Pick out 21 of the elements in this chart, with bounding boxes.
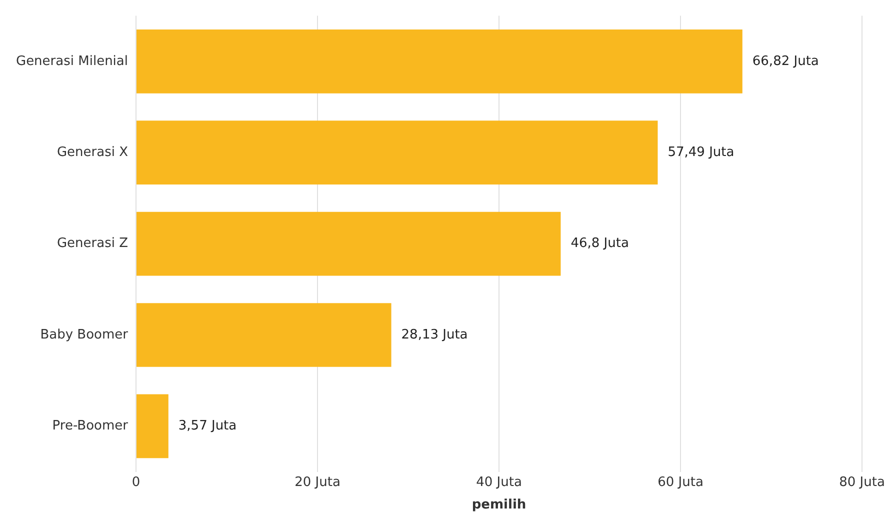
y-tick-label: Generasi X [56, 144, 128, 160]
data-label: 3,57 Juta [178, 418, 237, 434]
bar [136, 120, 658, 185]
y-tick-label: Generasi Z [56, 236, 128, 252]
x-tick-label: 40 Juta [476, 474, 522, 490]
bar [136, 29, 742, 94]
x-tick-label: 20 Juta [294, 474, 340, 490]
x-axis-title: pemilih [472, 498, 526, 513]
data-label: 57,49 Juta [668, 144, 734, 160]
x-tick-label: 0 [132, 474, 140, 490]
data-label: 28,13 Juta [401, 327, 468, 342]
bar [136, 212, 561, 276]
data-label: 46,8 Juta [570, 236, 629, 252]
y-tick-label: Pre-Boomer [52, 418, 129, 434]
x-tick-label: 80 Juta [839, 474, 885, 490]
bar [136, 303, 392, 367]
x-tick-label: 60 Juta [658, 474, 704, 490]
data-label: 66,82 Juta [752, 54, 819, 69]
bar [136, 394, 168, 458]
y-tick-label: Generasi Milenial [16, 54, 128, 69]
y-tick-label: Baby Boomer [40, 327, 129, 342]
